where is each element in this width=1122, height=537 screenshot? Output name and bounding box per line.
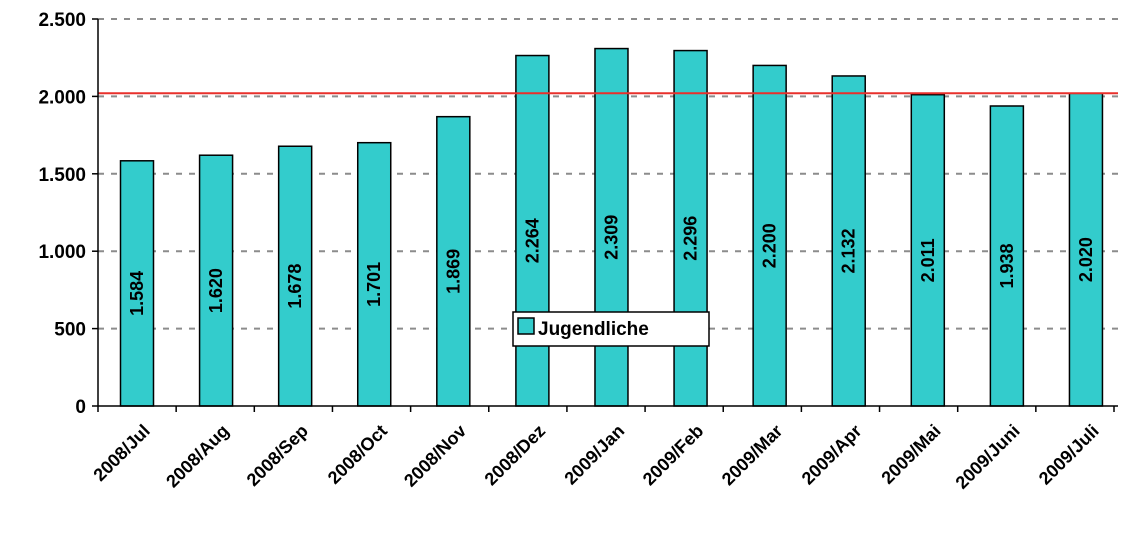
x-tick-label: 2009/Jan	[560, 421, 628, 489]
x-tick-label: 2009/Apr	[798, 421, 866, 489]
data-labels: 1.584 1.620 1.678 1.701 1.869 2.264 2.309 2.296…	[127, 215, 1096, 316]
data-label: 2.011	[918, 238, 938, 282]
y-tick-label: 500	[54, 320, 86, 341]
x-tick-label: 2008/Jul	[89, 421, 153, 485]
y-tick-label: 1.500	[38, 165, 86, 186]
y-tick-label: 0	[75, 397, 86, 418]
bar-2009-juli	[1068, 92, 1104, 407]
x-tick-label: 2009/Mai	[877, 421, 944, 488]
bar-2008-dez	[515, 54, 550, 407]
x-tick-label: 2008/Dez	[481, 421, 550, 490]
bar-2009-juni	[989, 105, 1025, 407]
y-tick-label: 2.000	[38, 87, 86, 108]
x-tick-label: 2008/Oct	[324, 421, 391, 488]
bar-2009-mai	[910, 93, 946, 407]
legend-label: Jugendliche	[538, 319, 649, 340]
data-label: 1.869	[443, 249, 463, 294]
bar-2008-oct	[356, 141, 392, 407]
bar-2008-sep	[277, 145, 313, 407]
legend-swatch	[517, 317, 535, 335]
bar-2008-jul	[119, 160, 155, 407]
data-label: 1.701	[364, 262, 384, 307]
x-tick-label: 2009/Mar	[718, 421, 787, 490]
bars	[119, 47, 1104, 407]
bar-2008-nov	[436, 115, 471, 407]
bar-2009-mar	[752, 64, 787, 407]
bar-2009-feb	[673, 49, 708, 407]
bar-2009-apr	[831, 75, 866, 407]
data-label: 1.678	[285, 264, 305, 309]
x-tick-label: 2009/Feb	[639, 421, 708, 490]
x-tick-label: 2008/Sep	[243, 421, 312, 490]
legend-box	[512, 311, 710, 347]
x-tick-label: 2009/Juni	[952, 421, 1024, 493]
data-label: 1.584	[127, 271, 147, 316]
legend: Jugendliche	[512, 311, 710, 347]
data-label: 2.264	[522, 218, 542, 263]
y-tick-label: 1.000	[38, 242, 86, 263]
data-label: 2.309	[601, 215, 621, 260]
data-label: 2.020	[1076, 237, 1096, 282]
data-label: 2.132	[839, 228, 859, 273]
data-label: 2.200	[760, 223, 780, 268]
x-tick-label: 2008/Aug	[162, 421, 233, 492]
data-label: 1.938	[997, 243, 1017, 288]
data-label: 1.620	[206, 268, 226, 313]
y-tick-label: 2.500	[38, 10, 86, 31]
x-tick-label: 2009/Juli	[1035, 421, 1103, 489]
data-label: 2.296	[681, 216, 701, 261]
x-tick-label: 2008/Nov	[400, 421, 470, 491]
